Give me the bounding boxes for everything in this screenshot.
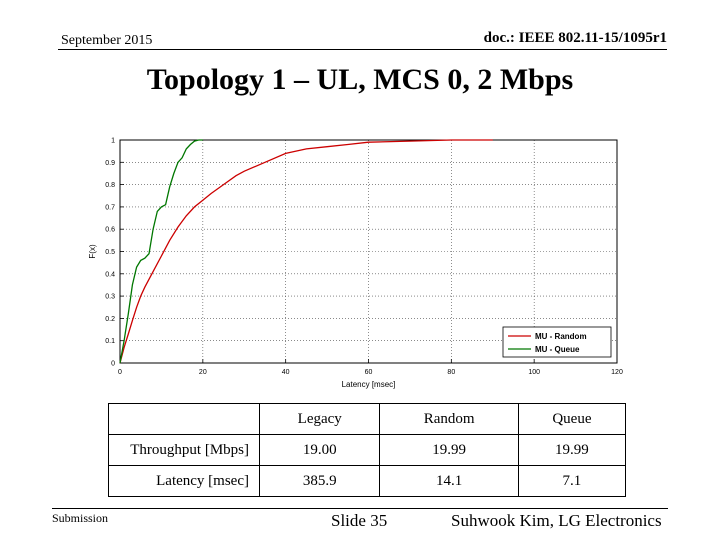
row-label-latency: Latency [msec] — [108, 465, 260, 497]
legend-label: MU - Random — [535, 332, 587, 341]
table-header-row: Legacy Random Queue — [108, 403, 627, 435]
latency-legacy: 385.9 — [258, 465, 381, 497]
x-axis-label: Latency [msec] — [342, 380, 396, 389]
y-tick-label: 0.4 — [105, 271, 115, 278]
y-tick-label: 0.3 — [105, 294, 115, 301]
table-row-latency: Latency [msec] 385.9 14.1 7.1 — [108, 465, 627, 497]
table-row-throughput: Throughput [Mbps] 19.00 19.99 19.99 — [108, 434, 627, 466]
chart-ticks: 0 20 40 60 80 100 120 0 0.1 0.2 0.3 0.4 0.5 0.6 0.7 0.8… — [105, 138, 623, 377]
chart-legend: MU - Random MU - Queue — [502, 326, 612, 358]
footer-author: Suhwook Kim, LG Electronics — [451, 511, 662, 530]
row-label-throughput: Throughput [Mbps] — [108, 434, 260, 466]
y-tick-label: 0.2 — [105, 316, 115, 323]
x-tick-label: 120 — [611, 369, 623, 376]
slide-title: Topology 1 – UL, MCS 0, 2 Mbps — [146, 63, 574, 96]
header-rule — [58, 49, 667, 50]
legend-label: MU - Queue — [535, 345, 580, 354]
y-tick-label: 0.7 — [105, 204, 115, 211]
latency-random: 14.1 — [379, 465, 519, 497]
cdf-chart: 0 20 40 60 80 100 120 0 0.1 0.2 0.3 0.4 0.5 0.6 0.7 0.8… — [88, 138, 623, 390]
x-tick-label: 100 — [528, 369, 540, 376]
y-tick-label: 1 — [111, 138, 115, 145]
table-header-queue: Queue — [517, 403, 627, 435]
footer-rule — [52, 508, 668, 509]
legend-box — [502, 326, 612, 358]
y-tick-label: 0.8 — [105, 182, 115, 189]
x-tick-label: 40 — [282, 369, 290, 376]
y-tick-label: 0.6 — [105, 227, 115, 234]
x-tick-label: 80 — [447, 369, 455, 376]
throughput-queue: 19.99 — [517, 434, 627, 466]
throughput-random: 19.99 — [379, 434, 519, 466]
header-doc-id: doc.: IEEE 802.11-15/1095r1 — [483, 30, 667, 46]
series-line-random — [119, 139, 493, 364]
header-date: September 2015 — [61, 33, 153, 48]
series-line-queue — [119, 139, 203, 364]
table-header-legacy: Legacy — [258, 403, 381, 435]
y-tick-label: 0.5 — [105, 249, 115, 256]
x-tick-label: 0 — [118, 369, 122, 376]
y-axis-label: F(x) — [88, 244, 97, 259]
table-header-random: Random — [379, 403, 519, 435]
latency-queue: 7.1 — [517, 465, 627, 497]
table-corner-cell — [108, 403, 260, 435]
y-tick-label: 0.9 — [105, 160, 115, 167]
results-table: Legacy Random Queue Throughput [Mbps] 19… — [108, 403, 627, 497]
footer-slide-number: Slide 35 — [331, 511, 388, 530]
y-tick-label: 0.1 — [105, 338, 115, 345]
x-tick-label: 60 — [365, 369, 373, 376]
footer-submission: Submission — [52, 511, 109, 525]
throughput-legacy: 19.00 — [258, 434, 381, 466]
x-tick-label: 20 — [199, 369, 207, 376]
y-tick-label: 0 — [111, 361, 115, 368]
chart-series — [119, 139, 493, 364]
